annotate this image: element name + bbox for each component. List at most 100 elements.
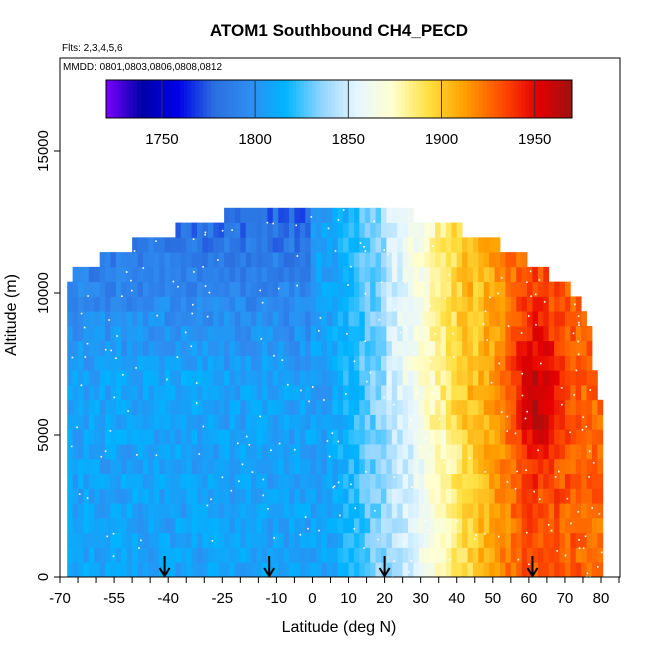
heatmap-cell — [424, 399, 431, 415]
speck-point — [353, 528, 356, 530]
heatmap-cell — [386, 488, 393, 504]
heatmap-cell — [397, 429, 404, 445]
heatmap-cell — [353, 281, 360, 297]
heatmap-cell — [207, 399, 214, 415]
heatmap-cell — [472, 399, 479, 415]
speck-point — [577, 511, 580, 513]
heatmap-cell — [391, 429, 398, 445]
heatmap-cell — [413, 503, 420, 519]
heatmap-cell — [348, 325, 355, 342]
heatmap-cell — [386, 385, 393, 401]
heatmap-cell — [272, 429, 279, 445]
speck-point — [498, 362, 501, 365]
heatmap-cell — [240, 222, 247, 238]
heatmap-cell — [261, 340, 268, 356]
heatmap-cell — [72, 385, 79, 401]
heatmap-cell — [316, 266, 322, 283]
heatmap-cell — [500, 562, 506, 577]
heatmap-cell — [261, 281, 268, 297]
heatmap-cell — [272, 325, 279, 342]
speck-point — [475, 534, 477, 536]
heatmap-cell — [537, 547, 544, 563]
heatmap-cell — [99, 473, 106, 489]
heatmap-cell — [126, 281, 133, 297]
heatmap-cell — [213, 488, 220, 504]
heatmap-cell — [278, 237, 285, 253]
heatmap-cell — [521, 340, 528, 356]
speck-point — [177, 285, 179, 288]
heatmap-cell — [402, 458, 409, 475]
heatmap-cell — [218, 399, 225, 415]
heatmap-cell — [472, 355, 479, 371]
heatmap-cell — [148, 429, 155, 445]
heatmap-cell — [429, 414, 436, 430]
heatmap-cell — [424, 266, 431, 283]
heatmap-cell — [467, 281, 474, 297]
heatmap-cell — [153, 252, 160, 268]
heatmap-cell — [299, 340, 306, 356]
heatmap-cell — [224, 222, 230, 238]
heatmap-cell — [278, 488, 285, 504]
heatmap-cell — [364, 207, 371, 223]
heatmap-cell — [564, 399, 571, 415]
speck-point — [543, 301, 546, 303]
heatmap-cell — [424, 252, 431, 268]
heatmap-cell — [386, 458, 393, 475]
heatmap-cell — [359, 488, 366, 504]
speck-point — [80, 384, 83, 387]
heatmap-cell — [299, 355, 306, 371]
heatmap-cell — [543, 399, 550, 415]
heatmap-cell — [267, 370, 274, 386]
colorbar-swatch — [222, 80, 227, 118]
heatmap-cell — [224, 296, 230, 312]
heatmap-cell — [240, 340, 247, 356]
heatmap-cell — [332, 325, 339, 342]
heatmap-cell — [391, 237, 398, 253]
heatmap-cell — [283, 311, 290, 327]
speck-point — [583, 306, 585, 309]
heatmap-cell — [170, 252, 176, 268]
heatmap-cell — [472, 547, 479, 563]
x-tick-label: -25 — [211, 590, 233, 607]
colorbar-swatch — [350, 80, 356, 118]
heatmap-cell — [326, 296, 333, 312]
heatmap-cell — [148, 385, 155, 401]
heatmap-cell — [554, 385, 560, 401]
heatmap-cell — [278, 325, 285, 342]
heatmap-cell — [424, 370, 431, 386]
heatmap-cell — [418, 473, 425, 489]
speck-point — [359, 242, 362, 244]
heatmap-cell — [429, 311, 436, 327]
heatmap-cell — [489, 325, 495, 342]
heatmap-cell — [240, 517, 247, 534]
heatmap-cell — [348, 266, 355, 283]
heatmap-cell — [332, 444, 339, 460]
speck-point — [121, 295, 123, 297]
heatmap-cell — [159, 252, 165, 268]
heatmap-cell — [543, 370, 550, 386]
heatmap-cell — [489, 458, 495, 475]
heatmap-cell — [418, 429, 425, 445]
heatmap-cell — [500, 296, 506, 312]
speck-point — [570, 522, 572, 525]
heatmap-cell — [213, 444, 220, 460]
heatmap-cell — [386, 355, 393, 371]
speck-point — [453, 356, 455, 358]
heatmap-cell — [527, 429, 533, 445]
heatmap-cell — [72, 311, 79, 327]
heatmap-cell — [305, 370, 312, 386]
heatmap-cell — [472, 473, 479, 489]
heatmap-cell — [478, 399, 485, 415]
heatmap-cell — [126, 429, 133, 445]
heatmap-cell — [132, 340, 138, 356]
heatmap-cell — [532, 370, 539, 386]
heatmap-cell — [305, 517, 312, 534]
speck-point — [259, 289, 261, 292]
heatmap-cell — [267, 517, 274, 534]
heatmap-cell — [418, 399, 425, 415]
heatmap-cell — [332, 458, 339, 475]
heatmap-cell — [251, 355, 257, 371]
heatmap-cell — [191, 281, 198, 297]
heatmap-cell — [581, 458, 587, 475]
heatmap-cell — [326, 503, 333, 519]
